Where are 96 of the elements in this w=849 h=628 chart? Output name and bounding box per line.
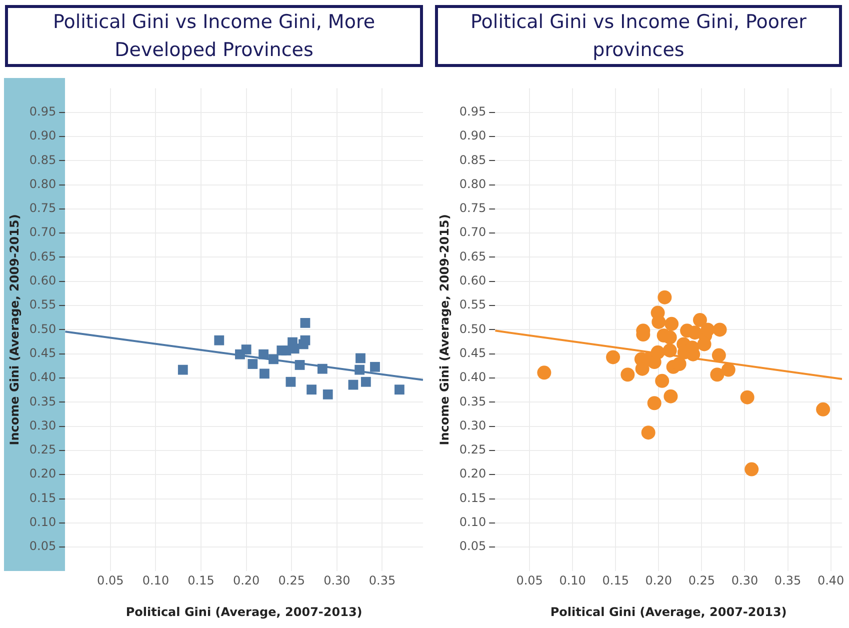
y-tick-label: 0.75: [459, 201, 486, 216]
y-tick-label: 0.25: [29, 442, 56, 457]
point: [620, 368, 635, 382]
point: [697, 337, 712, 352]
x-tick-label: 0.15: [602, 574, 629, 588]
x-axis-title: Political Gini (Average, 2007-2013): [550, 604, 787, 619]
y-tick-label: 0.25: [459, 442, 486, 457]
point: [655, 374, 670, 388]
y-tick-label: 0.70: [29, 225, 56, 240]
y-tick-label: 0.60: [29, 274, 56, 288]
y-tick-label: 0.90: [29, 128, 56, 143]
point: [700, 322, 715, 337]
point: [710, 368, 724, 382]
y-axis-title: Income Gini (Average, 2009-2015): [437, 214, 452, 446]
y-tick-label: 0.80: [29, 176, 56, 191]
x-tick-label: 0.05: [97, 574, 124, 588]
x-tick-label: 0.30: [324, 574, 350, 588]
y-tick-label: 0.50: [459, 322, 486, 336]
y-tick-label: 0.30: [29, 418, 56, 432]
point: [356, 353, 366, 364]
point: [712, 348, 726, 362]
y-tick-label: 0.45: [459, 346, 486, 360]
y-tick-label: 0.35: [29, 394, 56, 408]
y-tick-label: 0.65: [459, 249, 486, 264]
y-tick-label: 0.05: [29, 539, 56, 554]
y-tick-label: 0.75: [29, 201, 56, 216]
x-axis-title: Political Gini (Average, 2007-2013): [126, 604, 362, 619]
point: [721, 362, 736, 377]
x-tick-label: 0.25: [278, 574, 305, 588]
point: [664, 389, 678, 404]
point: [370, 362, 380, 372]
y-tick-label: 0.20: [459, 466, 486, 481]
y-tick-label: 0.40: [29, 370, 56, 384]
point: [241, 344, 252, 354]
x-tick-label: 0.05: [516, 574, 543, 588]
y-tick-label: 0.60: [459, 274, 486, 288]
point: [306, 384, 317, 395]
y-tick-label: 0.45: [29, 346, 56, 360]
y-tick-label: 0.05: [459, 539, 486, 554]
y-tick-label: 0.10: [29, 515, 56, 530]
point: [664, 316, 679, 331]
point: [248, 359, 258, 369]
x-tick-label: 0.10: [142, 574, 170, 588]
point: [816, 402, 830, 416]
x-tick-label: 0.40: [817, 574, 844, 588]
point: [662, 330, 677, 344]
point: [606, 350, 620, 364]
x-tick-label: 0.20: [645, 574, 672, 588]
chart-title: Political Gini vs Income Gini, More Developed Provinces: [8, 8, 420, 64]
y-tick-label: 0.15: [459, 490, 486, 505]
point: [740, 390, 754, 404]
y-tick-label: 0.95: [29, 104, 56, 118]
chart-title: Political Gini vs Income Gini, Poorer provinces: [438, 8, 839, 64]
y-tick-label: 0.90: [459, 128, 486, 143]
y-tick-label: 0.70: [459, 225, 486, 240]
x-tick-label: 0.25: [688, 574, 716, 588]
y-tick-label: 0.15: [29, 490, 56, 505]
x-tick-label: 0.20: [232, 574, 260, 588]
point: [658, 290, 672, 304]
y-tick-label: 0.35: [459, 394, 486, 408]
point: [641, 426, 656, 440]
point: [178, 364, 188, 375]
y-tick-label: 0.55: [459, 298, 486, 312]
y-tick-label: 0.20: [29, 466, 56, 481]
y-tick-label: 0.40: [459, 370, 486, 384]
x-tick-label: 0.10: [559, 574, 586, 588]
point: [712, 322, 727, 337]
y-axis-title: Income Gini (Average, 2009-2015): [7, 214, 22, 446]
point: [537, 366, 552, 380]
point: [322, 389, 333, 400]
point: [214, 335, 224, 346]
point: [394, 384, 404, 395]
point: [360, 376, 371, 387]
point: [259, 368, 270, 379]
point: [348, 380, 358, 390]
y-tick-label: 0.85: [459, 152, 486, 167]
x-tick-label: 0.35: [774, 574, 802, 588]
y-tick-label: 0.95: [459, 104, 486, 118]
x-tick-label: 0.30: [731, 574, 758, 588]
point: [300, 335, 310, 346]
y-tick-label: 0.50: [29, 322, 56, 336]
y-tick-label: 0.80: [459, 176, 486, 191]
y-tick-label: 0.85: [29, 152, 56, 167]
point: [647, 396, 662, 410]
y-tick-label: 0.30: [459, 418, 486, 432]
point: [672, 356, 686, 371]
y-tick-label: 0.65: [29, 249, 56, 264]
x-tick-label: 0.35: [368, 574, 396, 588]
point: [286, 376, 296, 387]
point: [692, 313, 707, 328]
x-tick-label: 0.15: [188, 574, 214, 588]
point: [744, 462, 759, 476]
y-tick-label: 0.55: [29, 298, 56, 312]
y-tick-label: 0.10: [459, 515, 486, 530]
point: [652, 314, 666, 329]
point: [300, 318, 310, 328]
